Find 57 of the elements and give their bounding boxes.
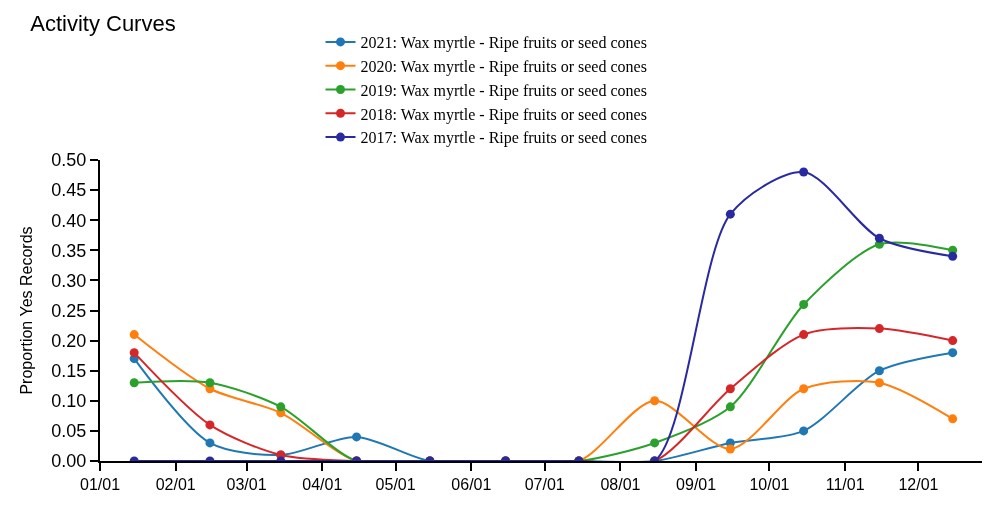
point xyxy=(725,209,735,219)
point xyxy=(874,378,884,388)
point xyxy=(799,167,809,177)
point xyxy=(799,384,809,394)
x-tick-label: 11/01 xyxy=(825,476,865,494)
y-tick-label: 0.40 xyxy=(51,210,87,231)
x-tick-label: 03/01 xyxy=(226,476,267,494)
y-tick-label: 0.00 xyxy=(51,451,87,472)
point xyxy=(725,444,735,454)
point xyxy=(874,324,884,334)
x-tick-label: 12/01 xyxy=(898,476,939,494)
legend-label: 2021: Wax myrtle - Ripe fruits or seed cones xyxy=(360,34,647,53)
point xyxy=(129,330,139,340)
point xyxy=(799,299,809,309)
x-tick-label: 10/01 xyxy=(749,476,790,494)
x-tick-label: 06/01 xyxy=(451,476,492,494)
legend-label: 2017: Wax myrtle - Ripe fruits or seed cones xyxy=(360,129,647,148)
legend-label: 2019: Wax myrtle - Ripe fruits or seed cones xyxy=(360,81,647,100)
y-tick-label: 0.25 xyxy=(51,300,87,321)
x-tick-label: 08/01 xyxy=(600,476,641,494)
y-tick-label: 0.10 xyxy=(51,391,87,412)
y-tick-label: 0.20 xyxy=(51,330,87,351)
point xyxy=(205,438,215,448)
point xyxy=(799,330,809,340)
x-tick-label: 09/01 xyxy=(676,476,717,494)
y-tick-label: 0.30 xyxy=(51,270,87,291)
point xyxy=(276,402,286,412)
legend-label: 2018: Wax myrtle - Ripe fruits or seed cones xyxy=(360,105,647,124)
y-axis-title: Proportion Yes Records xyxy=(17,226,35,395)
point xyxy=(205,420,215,430)
point xyxy=(650,396,660,406)
x-tick-label: 07/01 xyxy=(524,476,565,494)
point xyxy=(948,414,958,424)
point xyxy=(129,378,139,388)
y-tick-label: 0.45 xyxy=(51,180,87,201)
point xyxy=(725,384,735,394)
y-tick-label: 0.15 xyxy=(51,361,87,381)
point xyxy=(948,348,958,358)
y-tick-label: 0.05 xyxy=(51,421,87,442)
point xyxy=(352,432,362,442)
x-tick-label: 04/01 xyxy=(302,476,343,494)
point xyxy=(948,251,958,261)
point xyxy=(874,233,884,243)
legend-label: 2020: Wax myrtle - Ripe fruits or seed cones xyxy=(360,57,647,76)
y-tick-label: 0.35 xyxy=(51,240,87,261)
point xyxy=(948,336,958,346)
chart-title: Activity Curves xyxy=(30,10,176,36)
point xyxy=(799,426,809,436)
point xyxy=(725,402,735,412)
x-tick-label: 05/01 xyxy=(375,476,416,494)
x-tick-label: 01/01 xyxy=(79,476,121,494)
point xyxy=(129,348,139,358)
x-tick-label: 02/01 xyxy=(155,476,196,494)
point xyxy=(205,378,215,388)
point xyxy=(650,438,660,448)
point xyxy=(874,366,884,376)
y-tick-label: 0.50 xyxy=(51,150,87,171)
